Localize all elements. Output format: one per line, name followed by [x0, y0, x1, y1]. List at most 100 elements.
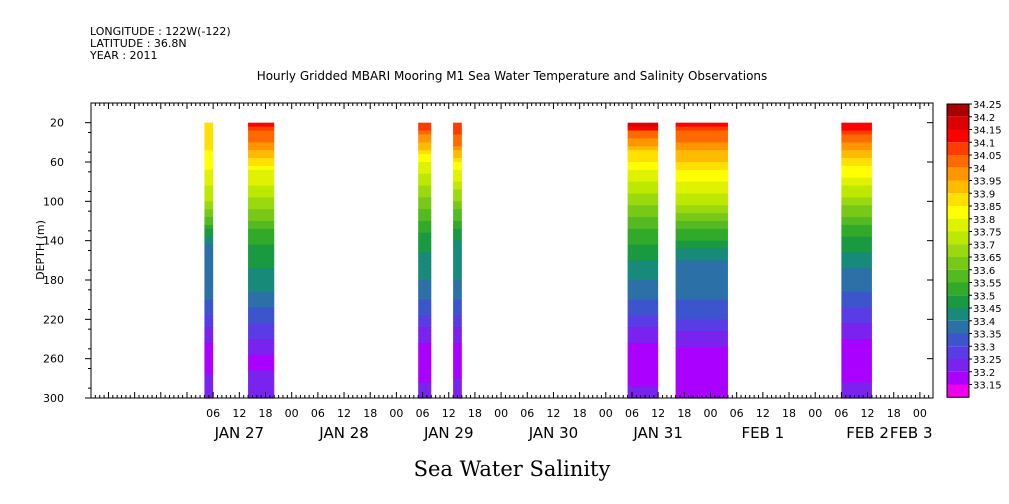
salinity-cell — [453, 146, 462, 151]
salinity-cell — [675, 315, 728, 320]
salinity-cell — [675, 342, 728, 348]
colorbar-swatch — [947, 384, 969, 398]
salinity-cell — [418, 299, 432, 305]
salinity-cell — [418, 122, 432, 128]
x-tick-label: 12 — [337, 407, 351, 420]
salinity-cell — [453, 169, 462, 175]
salinity-cell — [675, 280, 728, 285]
colorbar-swatch — [947, 320, 969, 334]
salinity-cell — [453, 201, 462, 206]
salinity-cell — [627, 264, 659, 269]
colorbar-swatch — [947, 193, 969, 206]
salinity-cell — [841, 185, 872, 191]
salinity-cell — [841, 248, 872, 254]
salinity-cell — [841, 390, 872, 395]
salinity-cell — [675, 142, 728, 147]
salinity-cell — [248, 350, 275, 356]
salinity-cell — [418, 221, 432, 226]
salinity-cell — [841, 287, 872, 293]
salinity-cell — [675, 217, 728, 222]
salinity-cell — [627, 394, 659, 399]
salinity-cell — [204, 154, 214, 159]
salinity-cell — [204, 217, 214, 222]
salinity-cell — [204, 264, 214, 269]
salinity-cell — [627, 260, 659, 265]
salinity-cell — [204, 339, 214, 344]
x-tick-label: 12 — [232, 407, 246, 420]
colorbar-label: 33.25 — [973, 355, 1002, 366]
salinity-cell — [627, 240, 659, 246]
salinity-cell — [248, 382, 275, 387]
salinity-cell — [627, 228, 659, 234]
salinity-cell — [418, 374, 432, 379]
salinity-cell — [418, 394, 432, 399]
salinity-cell — [248, 146, 275, 151]
salinity-cell — [204, 169, 214, 175]
salinity-cell — [204, 221, 214, 226]
salinity-cell — [675, 165, 728, 171]
salinity-cell — [841, 350, 872, 356]
colorbar-swatch — [947, 257, 969, 270]
salinity-cell — [841, 280, 872, 285]
x-tick-label: 00 — [285, 407, 299, 420]
colorbar-label: 33.5 — [973, 291, 995, 302]
salinity-cell — [675, 362, 728, 368]
salinity-cell — [453, 154, 462, 159]
salinity-cell — [627, 295, 659, 301]
salinity-cell — [453, 335, 462, 340]
salinity-cell — [627, 299, 659, 305]
salinity-cell — [418, 130, 432, 136]
x-tick-label: 06 — [520, 407, 534, 420]
data-band-6 — [675, 122, 728, 399]
data-band-4 — [453, 122, 462, 399]
salinity-cell — [453, 311, 462, 316]
salinity-cell — [675, 307, 728, 313]
salinity-cell — [248, 283, 275, 289]
salinity-cell — [453, 354, 462, 360]
salinity-cell — [627, 378, 659, 383]
salinity-cell — [204, 366, 214, 372]
x-date-label: FEB 1 — [741, 424, 784, 442]
x-date-label: JAN 31 — [632, 424, 683, 442]
colorbar-swatch — [947, 244, 969, 257]
colorbar-swatch — [947, 142, 969, 155]
salinity-cell — [841, 189, 872, 195]
salinity-cell — [675, 256, 728, 261]
salinity-cell — [675, 154, 728, 159]
salinity-cell — [627, 244, 659, 250]
salinity-cell — [204, 213, 214, 218]
salinity-cell — [248, 185, 275, 191]
salinity-cell — [204, 224, 214, 230]
y-tick-label: 180 — [43, 274, 64, 287]
salinity-cell — [418, 295, 432, 301]
y-axis-label: DEPTH (m) — [34, 220, 47, 280]
salinity-cell — [841, 162, 872, 167]
salinity-cell — [675, 291, 728, 297]
salinity-cell — [248, 342, 275, 348]
salinity-cell — [453, 158, 462, 163]
salinity-cell — [627, 236, 659, 242]
salinity-cell — [627, 366, 659, 372]
salinity-cell — [453, 287, 462, 293]
salinity-cell — [675, 327, 728, 332]
salinity-cell — [627, 169, 659, 175]
salinity-cell — [675, 264, 728, 269]
salinity-cell — [248, 189, 275, 195]
salinity-cell — [418, 252, 432, 257]
salinity-cell — [248, 256, 275, 261]
x-tick-label: 12 — [651, 407, 665, 420]
colorbar-swatch — [947, 155, 969, 168]
salinity-cell — [204, 130, 214, 136]
salinity-cell — [453, 221, 462, 226]
colorbar-swatch — [947, 167, 969, 181]
salinity-cell — [453, 252, 462, 257]
salinity-cell — [204, 327, 214, 332]
x-tick-label: 18 — [782, 407, 796, 420]
x-tick-label: 18 — [887, 407, 901, 420]
salinity-cell — [675, 173, 728, 179]
salinity-cell — [675, 205, 728, 210]
salinity-cell — [675, 382, 728, 387]
salinity-cell — [418, 331, 432, 336]
